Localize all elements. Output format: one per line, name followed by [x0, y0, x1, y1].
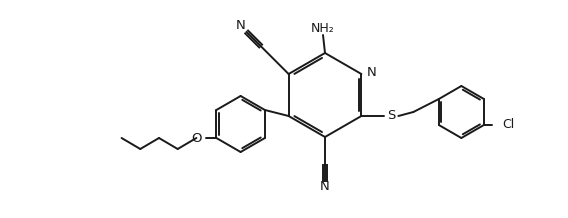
Text: NH₂: NH₂ [311, 22, 335, 36]
Text: N: N [320, 181, 330, 194]
Text: O: O [191, 131, 202, 145]
Text: Cl: Cl [502, 119, 514, 131]
Text: N: N [236, 19, 245, 32]
Text: S: S [387, 109, 395, 123]
Text: N: N [366, 66, 376, 80]
